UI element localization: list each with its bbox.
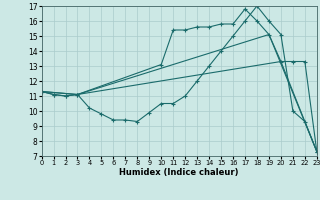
- X-axis label: Humidex (Indice chaleur): Humidex (Indice chaleur): [119, 168, 239, 177]
